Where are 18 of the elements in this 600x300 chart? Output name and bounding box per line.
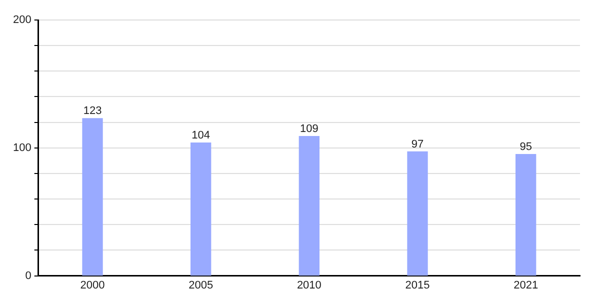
y-tick-label: 200	[12, 14, 32, 26]
y-tick-label: 100	[12, 142, 32, 154]
x-tick-label: 2010	[296, 279, 322, 292]
data-label: 104	[192, 129, 210, 142]
bar	[407, 151, 428, 276]
x-tick-label: 2021	[514, 279, 538, 292]
data-label: 109	[300, 122, 318, 135]
x-tick-label: 2000	[80, 279, 105, 292]
y-tick-label: 0	[25, 270, 32, 282]
bar	[82, 118, 103, 276]
data-label: 97	[411, 138, 424, 150]
bar	[298, 136, 320, 276]
data-label: 95	[520, 140, 532, 153]
bar	[516, 154, 536, 276]
bar	[190, 142, 212, 276]
data-label: 123	[83, 105, 102, 118]
x-tick-label: 2005	[188, 279, 214, 292]
x-tick-label: 2015	[405, 279, 430, 292]
